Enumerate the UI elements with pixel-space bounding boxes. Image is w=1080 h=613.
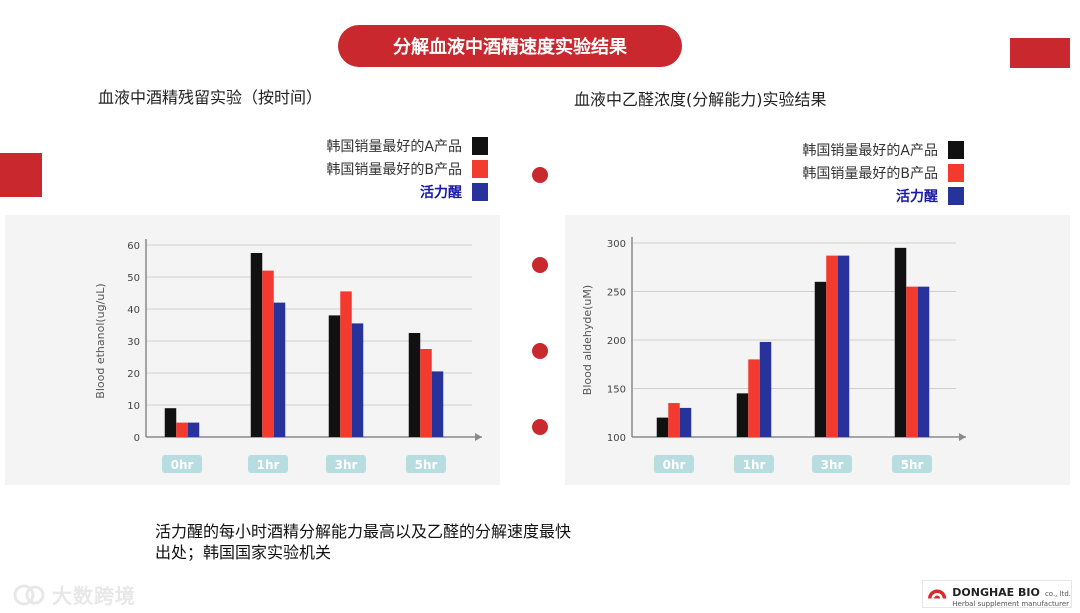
x-tick-label-bg (734, 455, 774, 473)
x-tick-label-bg (892, 455, 932, 473)
conclusion-line: 活力醒的每小时酒精分解能力最高以及乙醛的分解速度最快 (155, 522, 572, 541)
x-tick-label: 3hr (335, 458, 358, 472)
company-logo: DONGHAE BIO co., ltd. Herbal supplement … (922, 580, 1072, 608)
legend-label: 韩国销量最好的B产品 (802, 166, 938, 182)
bar-3hr-a (814, 281, 827, 437)
legend-item-a: 韩国销量最好的A产品 (802, 140, 964, 160)
bar-1hr-brand (759, 341, 772, 437)
legend-item-brand: 活力醒 (420, 182, 488, 202)
y-tick-label: 50 (127, 273, 140, 284)
decor-red-block-left (0, 153, 42, 197)
legend-item-b: 韩国销量最好的B产品 (326, 159, 488, 179)
y-tick-label: 250 (607, 288, 626, 299)
legend-swatch (472, 160, 488, 178)
watermark-icon (13, 584, 45, 605)
y-tick-label: 300 (607, 239, 626, 250)
bar-0hr-b (668, 403, 680, 437)
bar-3hr-brand (351, 323, 364, 437)
y-axis-label: Blood ethanol(ug/uL) (94, 283, 107, 398)
logo-suffix: co., ltd. (1044, 589, 1071, 598)
right-chart-heading: 血液中乙醛浓度(分解能力)实验结果 (574, 90, 827, 109)
watermark: 大数跨境 (12, 580, 136, 609)
legend-label: 韩国销量最好的A产品 (326, 139, 462, 155)
watermark-text: 大数跨境 (52, 584, 136, 608)
y-tick-label: 30 (127, 337, 140, 348)
logo-tagline: Herbal supplement manufacturer (952, 599, 1070, 608)
logo-name: DONGHAE BIO (952, 585, 1040, 599)
bar-1hr-a (736, 393, 749, 437)
slide-title: 分解血液中酒精速度实验结果 (338, 25, 682, 67)
conclusion-text: 活力醒的每小时酒精分解能力最高以及乙醛的分解速度最快 出处；韩国国家实验机关 (155, 521, 755, 563)
bar-5hr-a (408, 333, 421, 437)
legend-item-brand: 活力醒 (896, 186, 964, 206)
x-tick-label: 3hr (821, 458, 844, 472)
y-tick-label: 60 (127, 241, 140, 252)
x-tick-label-bg (248, 455, 288, 473)
legend-label: 韩国销量最好的B产品 (326, 162, 462, 178)
x-tick-label: 5hr (901, 458, 924, 472)
x-axis-arrow (475, 433, 482, 441)
decor-red-block-right (1010, 38, 1070, 68)
bar-0hr-b (176, 422, 188, 437)
y-tick-label: 150 (607, 385, 626, 396)
y-tick-label: 20 (127, 369, 140, 380)
decor-dot (532, 343, 548, 359)
x-axis-arrow (959, 433, 966, 441)
right-legend: 韩国销量最好的A产品 韩国销量最好的B产品 活力醒 (740, 131, 970, 207)
x-tick-label: 5hr (415, 458, 438, 472)
x-tick-label-bg (654, 455, 694, 473)
left-legend: 韩国销量最好的A产品 韩国销量最好的B产品 活力醒 (262, 128, 494, 204)
y-tick-label: 40 (127, 305, 140, 316)
legend-swatch (472, 137, 488, 155)
right-chart: 100 150 200 250 300 Blood aldehyde(uM) 0hr 1hr 3… (581, 237, 966, 473)
bar-1hr-b (262, 270, 274, 437)
bar-1hr-brand (273, 302, 286, 437)
bar-5hr-b (906, 286, 918, 437)
bar-3hr-b (340, 291, 352, 437)
legend-item-a: 韩国销量最好的A产品 (326, 136, 488, 156)
left-chart: 0 10 20 30 40 50 60 Blood ethanol(ug/uL) 0hr 1hr 3… (94, 239, 482, 473)
x-tick-label: 1hr (743, 458, 766, 472)
bar-5hr-brand (917, 286, 930, 437)
legend-label: 活力醒 (420, 185, 462, 201)
bar-0hr-a (164, 408, 177, 437)
legend-swatch (948, 141, 964, 159)
y-tick-label: 0 (134, 433, 140, 444)
x-tick-label: 0hr (663, 458, 686, 472)
legend-label: 韩国销量最好的A产品 (802, 143, 938, 159)
left-chart-heading: 血液中酒精残留实验（按时间） (98, 88, 323, 107)
bar-5hr-b (420, 349, 432, 437)
bar-3hr-brand (837, 255, 850, 437)
bar-5hr-brand (431, 371, 444, 437)
x-tick-label-bg (326, 455, 366, 473)
decor-dot (532, 419, 548, 435)
y-axis-label: Blood aldehyde(uM) (581, 285, 594, 395)
x-tick-label-bg (812, 455, 852, 473)
bar-0hr-a (656, 417, 669, 437)
logo-mark-icon (928, 589, 947, 599)
x-tick-label-bg (406, 455, 446, 473)
legend-label: 活力醒 (896, 189, 938, 205)
bar-3hr-b (826, 255, 838, 437)
decor-dot (532, 167, 548, 183)
bar-3hr-a (328, 315, 341, 437)
bar-0hr-brand (187, 422, 200, 437)
bar-1hr-a (250, 253, 263, 437)
x-tick-label: 1hr (257, 458, 280, 472)
decor-dot (532, 257, 548, 273)
source-line: 出处；韩国国家实验机关 (155, 543, 332, 562)
x-tick-label-bg (162, 455, 202, 473)
bar-5hr-a (894, 247, 907, 437)
legend-item-b: 韩国销量最好的B产品 (802, 163, 964, 183)
bar-1hr-b (748, 359, 760, 437)
bar-0hr-brand (679, 407, 692, 437)
legend-swatch (948, 164, 964, 182)
x-tick-label: 0hr (171, 458, 194, 472)
y-tick-label: 200 (607, 336, 626, 347)
legend-swatch (472, 183, 488, 201)
y-tick-label: 100 (607, 433, 626, 444)
legend-swatch (948, 187, 964, 205)
y-tick-label: 10 (127, 401, 140, 412)
